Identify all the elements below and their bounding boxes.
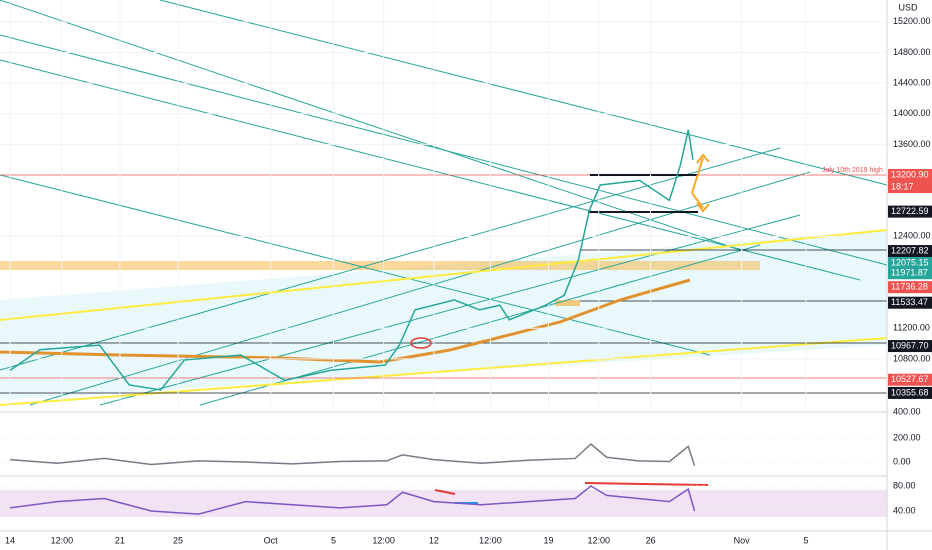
trendline — [0, 59, 861, 281]
x-tick-label: 21 — [115, 535, 125, 545]
price-tag — [888, 386, 932, 399]
y-tick-label: 11200.00 — [893, 323, 930, 333]
arrows — [691, 153, 710, 213]
x-tick-label: 14 — [5, 535, 15, 545]
y-tick-label: 14400.00 — [893, 77, 931, 87]
price-tag-label: 12075.15 — [891, 257, 929, 267]
price-tag-label: 11533.47 — [891, 297, 928, 307]
x-tick-label: 5 — [331, 535, 336, 545]
x-tick-label: 12:00 — [479, 535, 502, 545]
price-tag-label: 12207.82 — [891, 245, 929, 255]
volume-tick-label: 400.00 — [893, 406, 921, 416]
x-tick-label: 19 — [544, 535, 554, 545]
x-tick-label: 12:00 — [372, 535, 395, 545]
x-tick-label: 26 — [646, 535, 656, 545]
x-tick-label: Nov — [734, 535, 751, 545]
trendline — [0, 174, 711, 356]
price-line — [9, 129, 694, 391]
price-tag — [888, 281, 932, 294]
y-tick-label: 80.00 — [893, 480, 916, 490]
price-tag-label: 18:17 — [891, 181, 914, 191]
price-tag-label: 12722.59 — [891, 206, 929, 216]
price-tag — [888, 340, 932, 353]
drawings — [0, 0, 888, 517]
price-tag — [888, 245, 932, 258]
x-tick-label: 12 — [429, 535, 439, 545]
trendline — [159, 0, 888, 186]
price-tag-label: 13200.90 — [891, 169, 929, 179]
trendline-yellow — [0, 337, 888, 406]
zone-box — [555, 300, 580, 306]
trendline — [0, 147, 781, 371]
price-tag — [888, 205, 932, 218]
y-tick-label: 12400.00 — [893, 231, 931, 241]
moving-average — [0, 278, 691, 364]
divergence-line — [434, 489, 456, 495]
price-tag — [888, 373, 932, 386]
y-tick-label: 14800.00 — [893, 47, 931, 57]
price-tag — [888, 168, 932, 181]
annotation: July 10th 2019 high — [822, 167, 883, 174]
x-tick-label: 12:00 — [51, 535, 74, 545]
price-tag-label: 11971.87 — [891, 268, 928, 278]
price-tag — [888, 181, 932, 194]
x-tick-label: Oct — [264, 535, 279, 545]
supply-zone — [0, 261, 760, 270]
price-tag — [888, 296, 932, 309]
momentum-line — [9, 443, 696, 466]
y-tick-label: 15200.00 — [893, 16, 931, 26]
trendline-yellow — [0, 229, 888, 321]
circle-mark — [410, 337, 432, 349]
price-tag — [888, 257, 932, 270]
trendline — [99, 214, 801, 406]
price-tag-label: 10355.68 — [891, 387, 929, 397]
y-tick-label: 10800.00 — [893, 353, 931, 363]
price-tag-label: 10967.70 — [891, 340, 929, 350]
price-tag — [888, 267, 932, 280]
y-tick-label: 200.00 — [893, 432, 921, 442]
y-tick-label: 0.00 — [893, 456, 911, 466]
trendline — [0, 0, 741, 251]
y-tick-label: 14000.00 — [893, 108, 931, 118]
x-tick-label: 5 — [803, 535, 808, 545]
rsi-band — [0, 490, 887, 517]
x-tick-label: 25 — [173, 535, 183, 545]
y-tick-label: 13600.00 — [893, 139, 931, 149]
price-tag-label: 11736.28 — [891, 282, 928, 292]
currency: USD — [898, 2, 918, 12]
x-tick-label: 12:00 — [587, 535, 610, 545]
price-tag-label: 10527.67 — [891, 374, 929, 384]
trendline — [29, 171, 811, 406]
rsi-line — [9, 485, 696, 515]
divergence-line — [584, 482, 709, 486]
y-tick-label: 40.00 — [893, 505, 916, 515]
